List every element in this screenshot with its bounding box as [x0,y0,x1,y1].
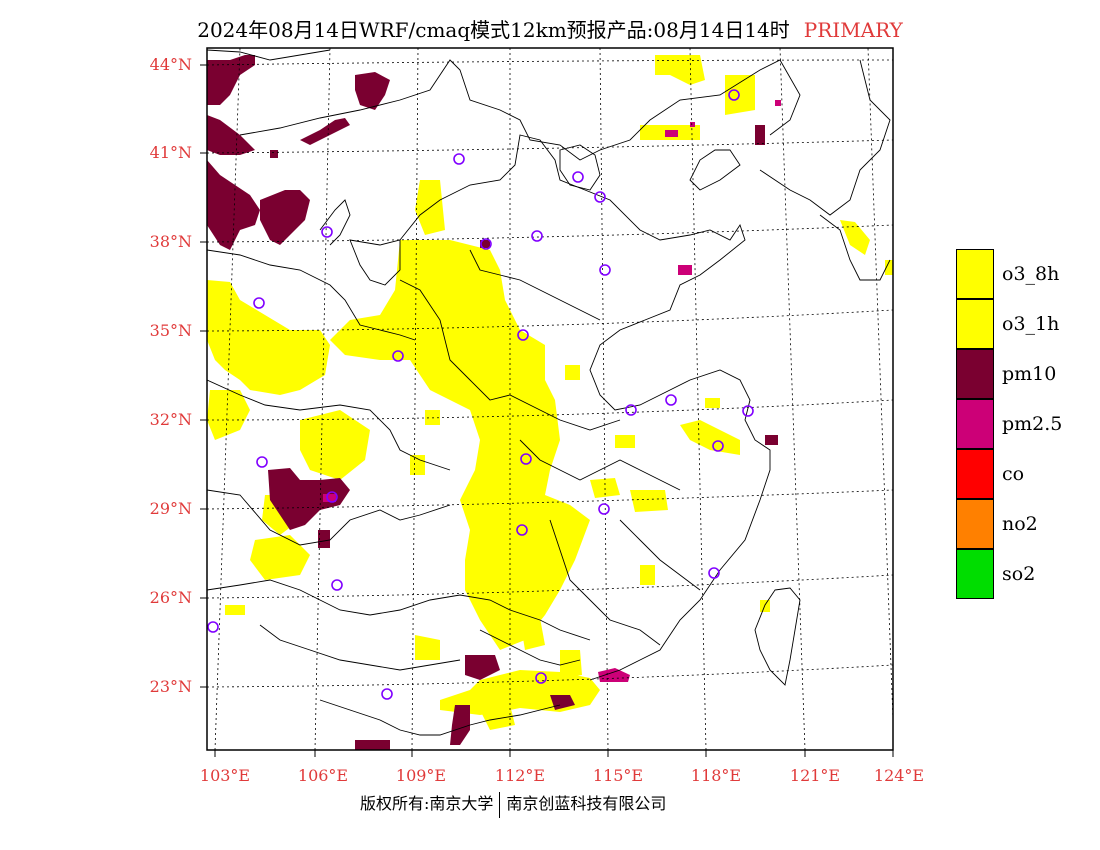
legend-swatch [956,249,994,299]
lat-label-23: 23°N [149,677,192,696]
legend-label: so2 [1002,563,1036,585]
lat-label-32: 32°N [149,410,192,429]
legend-swatch [956,549,994,599]
pm10-regions [207,55,778,750]
legend-swatch [956,349,994,399]
legend-swatch [956,499,994,549]
legend-swatch [956,399,994,449]
boundaries [206,49,891,736]
footer-separator [499,791,501,818]
lat-label-41: 41°N [149,143,192,162]
lon-label-106: 106°E [297,766,349,785]
lon-label-124: 124°E [873,766,925,785]
lon-label-118: 118°E [690,766,742,785]
legend-label: o3_8h [1002,263,1060,285]
legend-label: pm2.5 [1002,413,1063,435]
lat-label-35: 35°N [149,321,192,340]
copyright-owner: 版权所有:南京大学 [360,794,494,813]
legend-label: pm10 [1002,363,1057,385]
legend-swatch [956,299,994,349]
copyright-company: 南京创蓝科技有限公司 [506,794,667,813]
lon-label-103: 103°E [199,766,251,785]
lon-label-115: 115°E [592,766,644,785]
map-frame [206,47,894,751]
lat-label-38: 38°N [149,232,192,251]
lat-label-29: 29°N [149,499,192,518]
title-text: 2024年08月14日WRF/cmaq模式12km预报产品:08月14日14时 [197,18,790,42]
legend-label: co [1002,463,1025,485]
lat-label-44: 44°N [149,55,192,74]
lon-label-112: 112°E [494,766,546,785]
map-title: 2024年08月14日WRF/cmaq模式12km预报产品:08月14日14时 P… [0,14,1100,43]
lon-label-121: 121°E [789,766,841,785]
copyright-footer: 版权所有:南京大学 南京创蓝科技有限公司 [360,790,666,818]
lat-label-26: 26°N [149,588,192,607]
city-markers [207,89,754,700]
axis-ticks [200,64,894,757]
legend-label: o3_1h [1002,313,1060,335]
pm25-regions [323,100,781,682]
legend-label: no2 [1002,513,1038,535]
legend-swatch [956,449,994,499]
primary-tag: PRIMARY [803,18,903,42]
o3-regions [207,55,893,730]
lon-label-109: 109°E [395,766,447,785]
